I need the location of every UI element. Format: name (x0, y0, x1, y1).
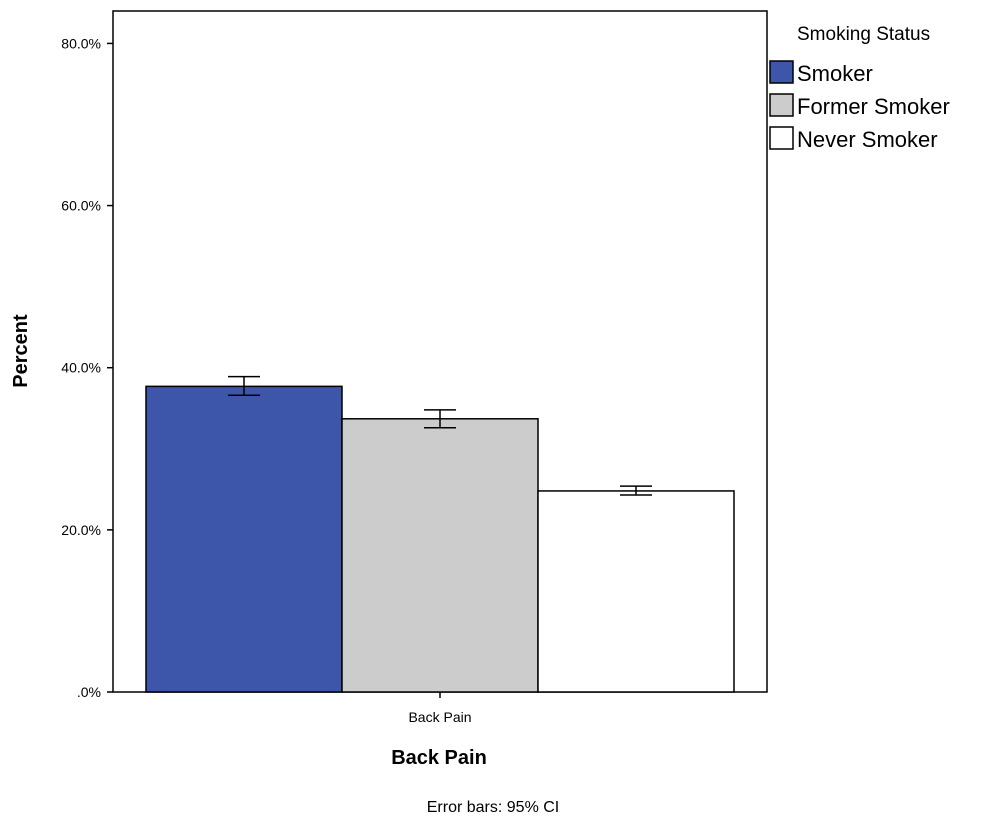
error-bar (424, 409, 456, 429)
legend-swatch (769, 93, 794, 117)
x-axis: Back Pain (408, 692, 472, 725)
error-bars (228, 375, 652, 496)
y-tick-label: 20.0% (61, 522, 101, 538)
y-tick-label: 80.0% (61, 35, 101, 51)
y-axis-title: Percent (10, 314, 32, 388)
legend-title: Smoking Status (797, 24, 930, 45)
legend: Smoking Status Smoker Former Smoker Never … (769, 24, 950, 152)
y-axis: .0% 20.0% 40.0% 60.0% 80.0% (61, 35, 113, 700)
legend-item: Never Smoker (769, 126, 938, 152)
legend-label: Smoker (797, 61, 873, 86)
legend-swatch (769, 126, 794, 150)
bar-former-smoker (341, 418, 539, 693)
error-bar (228, 375, 260, 397)
bar-never-smoker (537, 490, 735, 693)
legend-item: Former Smoker (769, 93, 950, 119)
y-tick-label: .0% (77, 684, 101, 700)
legend-item: Smoker (769, 60, 873, 86)
footnote: Error bars: 95% CI (427, 799, 559, 816)
legend-label: Former Smoker (797, 94, 950, 119)
x-axis-title: Back Pain (391, 747, 487, 769)
x-tick-label: Back Pain (408, 709, 471, 725)
error-bar (620, 485, 652, 496)
legend-label: Never Smoker (797, 127, 938, 152)
y-tick-label: 60.0% (61, 198, 101, 214)
bars (145, 385, 735, 693)
legend-swatch (769, 60, 794, 84)
y-tick-label: 40.0% (61, 360, 101, 376)
bar-smoker (145, 385, 343, 693)
